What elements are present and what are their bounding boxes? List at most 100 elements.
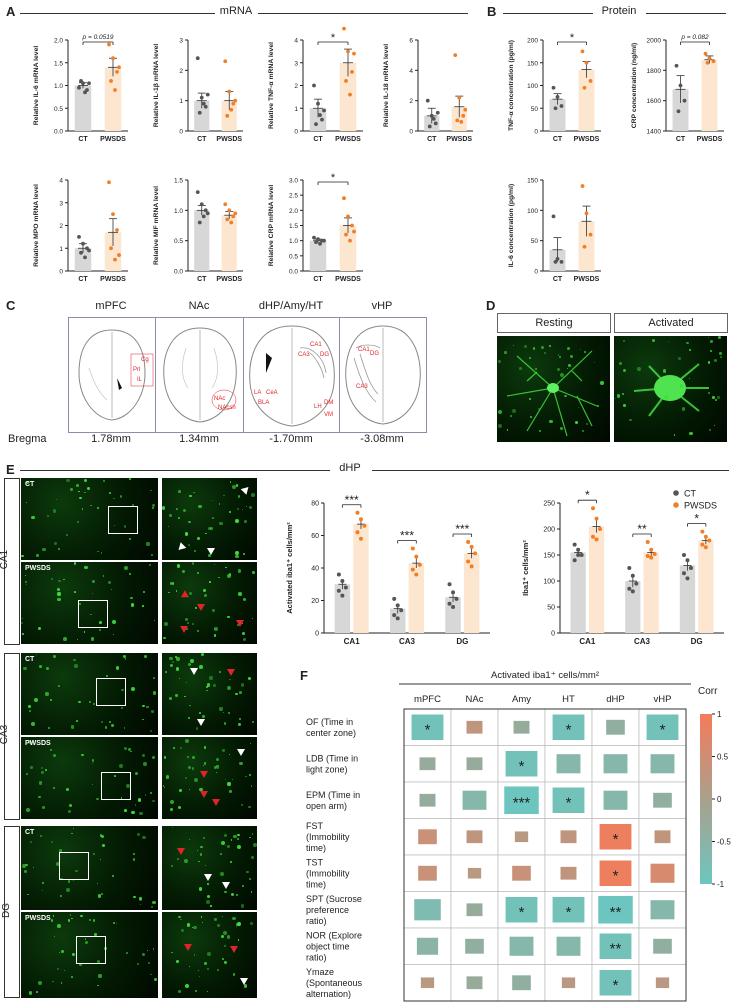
microglia-speck (713, 358, 718, 363)
microglia-speck (109, 721, 111, 723)
microglia-speck (178, 489, 182, 493)
microglia-speck (150, 709, 154, 714)
microglia-speck (179, 746, 183, 750)
microglia-speck (177, 858, 179, 860)
microglia-speck (532, 347, 536, 350)
significance-label: p = 0.0519 (82, 34, 114, 41)
significance-label: *** (455, 522, 469, 536)
microglia-speck (196, 571, 199, 574)
y-tick-label: 2000 (647, 38, 662, 45)
correlation-mark (560, 866, 577, 880)
data-point (201, 214, 206, 219)
microglia-speck (220, 840, 225, 845)
y-tick-label: 0.0 (174, 269, 183, 276)
microglia-speck (76, 639, 78, 641)
microglia-speck (223, 960, 228, 965)
microglia-speck (674, 376, 677, 379)
microglia-speck (71, 832, 73, 835)
microglia-speck (210, 499, 213, 502)
microglia-speck (36, 554, 39, 558)
data-point (358, 517, 363, 522)
y-axis-label: Relative IL-1β mRNA level (153, 44, 160, 128)
data-point (447, 582, 452, 587)
microglia-speck (241, 884, 245, 888)
microglia-speck (146, 949, 148, 952)
microglia-speck (207, 894, 211, 899)
microglia-speck (567, 363, 572, 368)
microglia-speck (236, 923, 239, 926)
data-point (109, 79, 113, 83)
bar-pwsds (339, 62, 357, 131)
microglia-speck (622, 369, 626, 373)
y-tick-label: 150 (527, 60, 538, 67)
panel-letter-a: A (6, 4, 16, 19)
bregma-vhp: -3.08mm (360, 433, 404, 445)
microglia-speck (243, 553, 245, 555)
colorbar (700, 714, 712, 884)
row-label: OF (Time in (306, 717, 353, 727)
microglia-speck (144, 793, 147, 796)
y-tick-label: 3 (294, 60, 298, 67)
microglia-speck (146, 705, 149, 709)
microglia-speck (57, 592, 61, 596)
label-dg: DG (370, 351, 379, 357)
correlation-mark (650, 863, 675, 883)
data-point (111, 56, 115, 61)
panel-letter-c: C (6, 298, 16, 313)
data-point (414, 572, 419, 577)
bar-pwsds-ca1 (588, 526, 605, 633)
microglia-speck (34, 698, 38, 702)
microglia-speck (534, 367, 537, 370)
data-point (227, 89, 232, 94)
microglia-speck (65, 534, 68, 536)
microglia-speck (218, 521, 223, 526)
correlation-mark (599, 970, 632, 996)
microglia-speck (71, 725, 75, 729)
x-tick-label: CA3 (634, 637, 651, 646)
correlation-mark (512, 975, 531, 991)
y-tick-label: 1.0 (289, 238, 298, 245)
microglia-speck (196, 849, 199, 852)
microglia-speck (44, 768, 47, 771)
microglia-speck (539, 429, 542, 432)
microglia-speck (151, 756, 155, 760)
data-point (201, 101, 206, 106)
data-point (676, 109, 681, 114)
microglia-speck (115, 922, 117, 925)
microglia-speck (560, 373, 565, 378)
data-point (469, 544, 474, 549)
microglia-speck (73, 562, 77, 566)
data-point (340, 593, 345, 598)
data-point (417, 562, 422, 567)
microglia-speck (73, 591, 76, 593)
microglia-speck (242, 598, 246, 602)
microglia-speck (69, 487, 73, 492)
microglia-speck (112, 619, 116, 624)
microglia-speck (153, 619, 156, 622)
microglia-speck (167, 525, 170, 528)
microglia-speck (237, 495, 240, 498)
microglia-speck (113, 524, 116, 526)
microglia-speck (582, 429, 585, 433)
bar-pwsds-dg (698, 540, 714, 633)
microglia-speck (564, 394, 567, 398)
y-tick-label: 200 (527, 38, 538, 45)
microglia-speck (21, 864, 26, 868)
dg-pwsds-overview-image: PWSDS (21, 912, 158, 998)
data-point (645, 540, 650, 544)
data-point (681, 553, 686, 557)
microglia-speck (180, 929, 184, 933)
microglia-speck (171, 660, 175, 664)
data-point (115, 69, 119, 74)
microglia-speck (47, 514, 50, 517)
label-cea: CeA (266, 390, 278, 396)
data-point (591, 506, 596, 511)
region-title-nac: NAc (188, 300, 210, 312)
microglia-speck (228, 510, 231, 513)
bar-pwsds (221, 215, 237, 271)
microglia-speck (223, 834, 227, 838)
data-point (316, 101, 320, 106)
microglia-speck (509, 415, 512, 417)
data-point (553, 260, 558, 264)
microglia-speck (242, 637, 246, 641)
